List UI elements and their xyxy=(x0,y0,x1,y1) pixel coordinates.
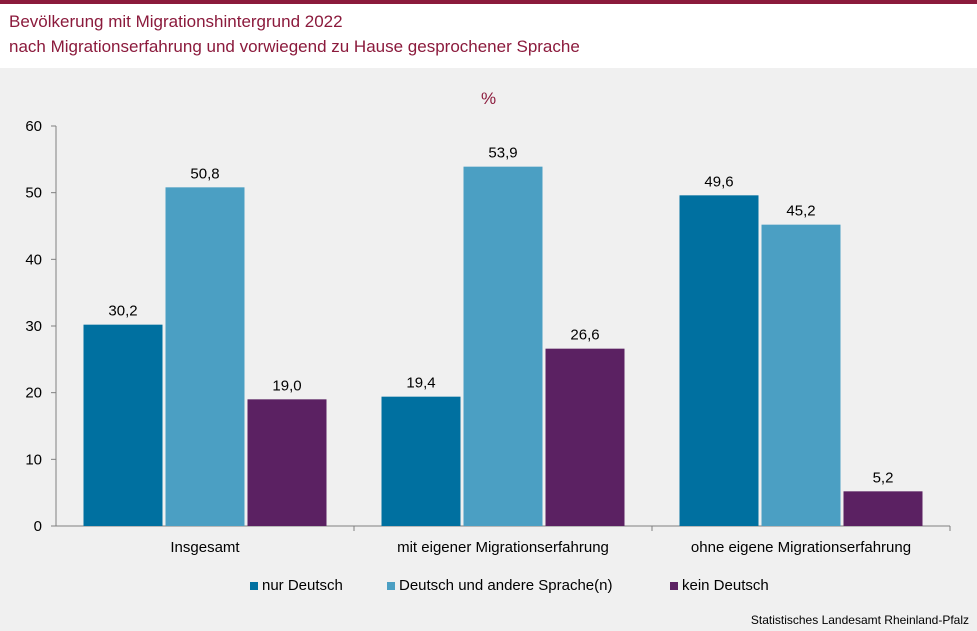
bar xyxy=(83,324,163,526)
data-label: 19,4 xyxy=(406,375,435,392)
legend: nur Deutsch Deutsch und andere Sprache(n)… xyxy=(0,577,977,597)
legend-label: Deutsch und andere Sprache(n) xyxy=(399,577,613,594)
unit-label: % xyxy=(480,89,497,108)
bar xyxy=(679,195,759,527)
source-note: Statistisches Landesamt Rheinland-Pfalz xyxy=(750,613,969,627)
chart-title: Bevölkerung mit Migrationshintergrund 20… xyxy=(9,12,343,31)
chart-subtitle: nach Migrationserfahrung und vorwiegend … xyxy=(9,37,580,56)
data-label: 49,6 xyxy=(704,173,733,190)
legend-label: nur Deutsch xyxy=(262,577,343,594)
y-tick-label: 10 xyxy=(25,451,42,468)
bar xyxy=(463,166,543,526)
data-label: 45,2 xyxy=(786,203,815,220)
legend-label: kein Deutsch xyxy=(682,577,769,594)
data-label: 26,6 xyxy=(570,327,599,344)
bar xyxy=(761,224,841,526)
bar xyxy=(247,399,327,526)
x-category-label: ohne eigene Migrationserfahrung xyxy=(691,539,911,556)
y-tick-label: 60 xyxy=(25,118,42,135)
data-label: 19,0 xyxy=(272,377,301,394)
header-separator xyxy=(0,64,977,68)
legend-item: kein Deutsch xyxy=(670,577,769,594)
legend-swatch xyxy=(670,581,678,590)
data-label: 53,9 xyxy=(488,145,517,162)
y-tick-label: 20 xyxy=(25,385,42,402)
bar xyxy=(165,187,245,527)
y-tick-label: 30 xyxy=(25,318,42,335)
data-label: 5,2 xyxy=(873,469,894,486)
bar xyxy=(843,491,923,526)
chart-header: Bevölkerung mit Migrationshintergrund 20… xyxy=(0,4,977,64)
bar xyxy=(381,396,461,526)
y-tick-label: 50 xyxy=(25,185,42,202)
top-accent-bar xyxy=(0,0,977,4)
y-tick-label: 40 xyxy=(25,251,42,268)
bar-chart: 0 10 20 30 40 50 60 30,2 50,8 19,0 Insgesamt 19,4 53… xyxy=(25,118,951,556)
legend-swatch xyxy=(387,581,395,590)
legend-swatch xyxy=(250,581,258,590)
data-label: 50,8 xyxy=(190,165,219,182)
data-label: 30,2 xyxy=(108,303,137,320)
legend-item: nur Deutsch xyxy=(250,577,343,594)
x-category-label: mit eigener Migrationserfahrung xyxy=(397,539,609,556)
y-tick-label: 0 xyxy=(34,518,42,535)
legend-item: Deutsch und andere Sprache(n) xyxy=(387,577,612,594)
bar xyxy=(545,348,625,526)
x-category-label: Insgesamt xyxy=(170,539,240,556)
